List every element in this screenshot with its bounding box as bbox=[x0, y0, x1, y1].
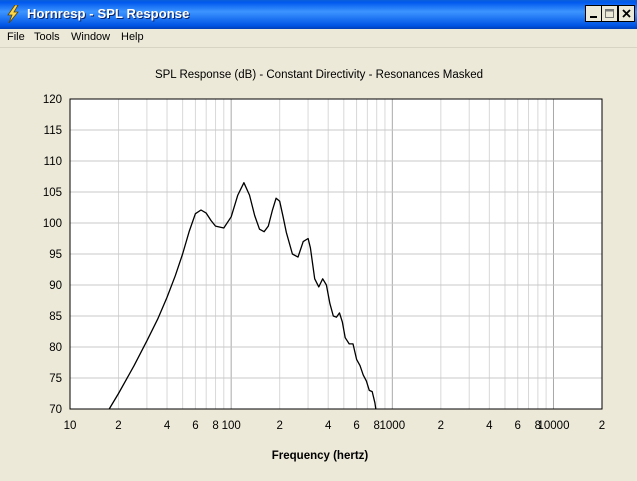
maximize-button[interactable] bbox=[601, 5, 618, 22]
menu-window[interactable]: Window bbox=[71, 31, 111, 43]
chart-title: SPL Response (dB) - Constant Directivity… bbox=[155, 69, 483, 81]
x-tick-label: 10 bbox=[64, 420, 77, 432]
x-tick-label: 2 bbox=[599, 420, 605, 432]
y-tick-label: 95 bbox=[49, 249, 62, 261]
minimize-button[interactable] bbox=[585, 5, 602, 22]
x-tick-label: 2 bbox=[276, 420, 282, 432]
x-tick-label: 4 bbox=[325, 420, 332, 432]
x-tick-label: 8 bbox=[374, 420, 380, 432]
x-tick-label: 10000 bbox=[537, 420, 569, 432]
title-bar[interactable]: Hornresp - SPL Response bbox=[0, 0, 637, 29]
spl-response-chart: 70 75 80 85 90 95 100 105 110 115 120 10 2 4 6 8 100 2 4 6 8… bbox=[43, 69, 605, 462]
plot-frame bbox=[69, 98, 603, 410]
menu-file[interactable]: File bbox=[7, 31, 25, 43]
x-tick-label: 8 bbox=[212, 420, 218, 432]
menu-help[interactable]: Help bbox=[121, 31, 144, 43]
minimize-icon bbox=[590, 16, 597, 18]
window-title: Hornresp - SPL Response bbox=[27, 6, 190, 21]
y-tick-label: 85 bbox=[49, 311, 62, 323]
y-tick-label: 70 bbox=[49, 404, 62, 416]
maximize-icon bbox=[605, 9, 614, 18]
spl-curve bbox=[108, 182, 377, 410]
y-tick-label: 100 bbox=[43, 218, 62, 230]
menu-bar: File Tools Window Help bbox=[0, 29, 637, 48]
x-tick-label: 6 bbox=[353, 420, 359, 432]
x-tick-label: 4 bbox=[164, 420, 171, 432]
y-tick-label: 90 bbox=[49, 280, 62, 292]
x-tick-label: 6 bbox=[515, 420, 521, 432]
y-tick-label: 120 bbox=[43, 94, 62, 106]
x-tick-label: 6 bbox=[192, 420, 198, 432]
y-tick-label: 115 bbox=[44, 125, 62, 137]
close-icon bbox=[622, 9, 631, 18]
y-tick-label: 110 bbox=[44, 156, 62, 168]
lightning-bolt-icon bbox=[7, 5, 19, 23]
close-button[interactable] bbox=[618, 5, 635, 22]
y-tick-label: 75 bbox=[49, 373, 62, 385]
y-tick-label: 105 bbox=[43, 187, 62, 199]
x-tick-label: 8 bbox=[535, 420, 541, 432]
x-axis-label: Frequency (hertz) bbox=[272, 450, 369, 462]
x-tick-label: 100 bbox=[222, 420, 241, 432]
x-tick-label: 4 bbox=[486, 420, 493, 432]
x-tick-label: 2 bbox=[438, 420, 444, 432]
menu-tools[interactable]: Tools bbox=[34, 31, 60, 43]
y-tick-label: 80 bbox=[49, 342, 62, 354]
x-tick-label: 2 bbox=[115, 420, 121, 432]
x-tick-label: 1000 bbox=[380, 420, 406, 432]
